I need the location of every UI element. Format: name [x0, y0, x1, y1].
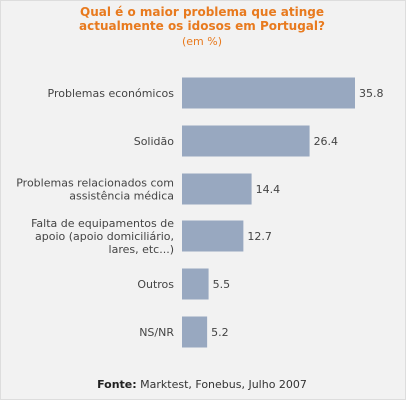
bar [182, 268, 209, 300]
chart-subtitle: (em %) [181, 35, 222, 48]
value-label: 12.7 [247, 230, 272, 243]
category-label: Problemas económicos [48, 87, 175, 100]
bar [182, 316, 208, 348]
source-label: Fonte: [97, 378, 137, 391]
bar [182, 220, 244, 252]
bar [182, 77, 355, 109]
value-label: 14.4 [256, 183, 281, 196]
category-label: NS/NR [139, 326, 174, 339]
source-note: Fonte: Marktest, Fonebus, Julho 2007 [0, 378, 404, 391]
value-label: 5.5 [213, 278, 231, 291]
category-label: Solidão [134, 135, 175, 148]
category-label: Falta de equipamentos de apoio (apoio dom… [31, 217, 174, 256]
source-text: Marktest, Fonebus, Julho 2007 [140, 378, 307, 391]
chart-title: Qual é o maior problema que atinge actua… [79, 5, 325, 33]
value-label: 26.4 [314, 135, 339, 148]
bar [182, 125, 310, 157]
category-label: Problemas relacionados com assistência mé… [16, 177, 174, 203]
value-label: 35.8 [359, 87, 384, 100]
value-label: 5.2 [211, 326, 229, 339]
category-label: Outros [137, 278, 174, 291]
bar [182, 173, 252, 205]
